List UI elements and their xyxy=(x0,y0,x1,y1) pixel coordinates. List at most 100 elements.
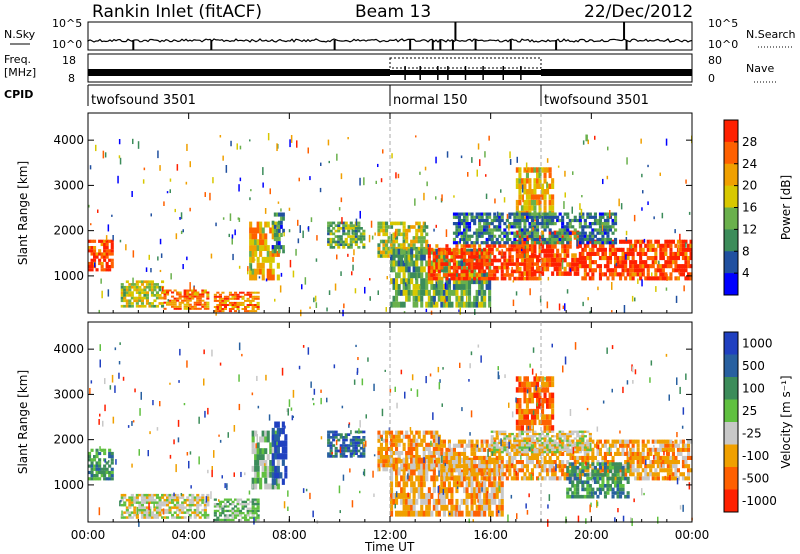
heatmap-cell xyxy=(332,246,336,249)
heatmap-cell xyxy=(417,463,421,470)
heatmap-cell xyxy=(556,234,560,238)
heatmap-cell xyxy=(171,498,175,502)
heatmap-cell xyxy=(180,212,183,220)
heatmap-cell xyxy=(427,247,431,252)
heatmap-cell xyxy=(470,481,474,488)
heatmap-cell xyxy=(518,225,522,229)
heatmap-cell xyxy=(405,504,409,511)
heatmap-cell xyxy=(478,460,482,465)
heatmap-cell xyxy=(397,457,401,464)
heatmap-cell xyxy=(460,222,464,226)
heatmap-cell xyxy=(530,468,534,473)
heatmap-cell xyxy=(275,228,279,233)
heatmap-cell xyxy=(262,167,264,176)
heatmap-cell xyxy=(424,222,426,227)
heatmap-cell xyxy=(485,258,489,263)
heatmap-cell xyxy=(397,254,401,261)
heatmap-cell xyxy=(390,248,394,255)
heatmap-cell xyxy=(430,276,434,281)
heatmap-cell xyxy=(196,291,200,294)
heatmap-cell xyxy=(619,468,623,473)
heatmap-cell xyxy=(452,460,456,465)
heatmap-cell xyxy=(415,284,419,290)
heatmap-cell xyxy=(432,487,436,494)
heatmap-cell xyxy=(329,455,333,458)
heatmap-cell xyxy=(553,451,557,456)
heatmap-cell xyxy=(608,451,612,456)
heatmap-cell xyxy=(166,301,170,304)
heatmap-cell xyxy=(478,262,482,266)
heatmap-cell xyxy=(107,224,110,232)
heatmap-cell xyxy=(505,234,509,238)
heatmap-cell xyxy=(155,513,159,517)
heatmap-cell xyxy=(276,274,280,281)
heatmap-cell xyxy=(525,253,529,258)
heatmap-cell xyxy=(452,215,456,219)
heatmap-cell xyxy=(518,248,522,254)
heatmap-cell xyxy=(551,212,555,216)
heatmap-cell xyxy=(546,225,550,229)
heatmap-cell xyxy=(181,503,185,507)
heatmap-cell xyxy=(498,510,502,517)
heatmap-cell xyxy=(588,237,592,242)
heatmap-cell xyxy=(120,296,124,300)
heatmap-cell xyxy=(508,451,512,456)
heatmap-cell xyxy=(689,264,693,269)
heatmap-cell xyxy=(140,288,144,292)
heatmap-cell xyxy=(465,455,469,460)
heatmap-cell xyxy=(249,293,253,296)
heatmap-cell xyxy=(493,457,497,464)
heatmap-cell xyxy=(158,498,162,502)
heatmap-cell xyxy=(515,435,519,438)
heatmap-cell xyxy=(445,451,449,456)
heatmap-cell xyxy=(402,266,406,273)
heatmap-cell xyxy=(498,468,502,473)
heatmap-cell xyxy=(128,304,132,308)
heatmap-cell xyxy=(128,283,132,286)
heatmap-cell xyxy=(191,307,195,310)
heatmap-cell xyxy=(538,437,542,440)
heatmap-cell xyxy=(254,477,258,484)
heatmap-cell xyxy=(222,217,225,220)
heatmap-cell xyxy=(279,427,283,435)
heatmap-cell xyxy=(563,271,567,276)
heatmap-cell xyxy=(538,276,542,281)
heatmap-cell xyxy=(402,475,406,482)
heatmap-cell xyxy=(498,228,502,232)
heatmap-cell xyxy=(133,511,137,514)
heatmap-cell xyxy=(143,285,147,289)
heatmap-cell xyxy=(105,268,109,272)
heatmap-cell xyxy=(266,471,270,478)
heatmap-cell xyxy=(598,215,602,219)
heatmap-cell xyxy=(508,464,512,469)
heatmap-cell xyxy=(625,254,627,260)
heatmap-cell xyxy=(90,458,94,462)
heatmap-cell xyxy=(251,500,255,503)
heatmap-cell xyxy=(395,442,399,447)
heatmap-cell xyxy=(573,271,577,276)
heatmap-cell xyxy=(246,509,250,513)
heatmap-cell xyxy=(125,294,129,297)
heatmap-cell xyxy=(641,268,645,273)
heatmap-cell xyxy=(329,449,333,453)
heatmap-cell xyxy=(457,273,461,277)
heatmap-cell xyxy=(385,459,389,464)
heatmap-cell xyxy=(437,289,441,296)
nsky-label: N.Sky xyxy=(4,28,36,41)
heatmap-cell xyxy=(247,266,249,272)
heatmap-cell xyxy=(377,221,381,226)
heatmap-cell xyxy=(304,277,307,285)
heatmap-cell xyxy=(573,257,577,263)
heatmap-cell xyxy=(133,513,137,517)
heatmap-cell xyxy=(347,444,351,447)
heatmap-cell xyxy=(150,493,154,497)
heatmap-cell xyxy=(377,243,381,247)
heatmap-cell xyxy=(228,297,232,300)
heatmap-cell xyxy=(478,218,482,223)
heatmap-cell xyxy=(611,247,615,252)
heatmap-cell xyxy=(430,247,434,252)
heatmap-cell xyxy=(533,189,537,195)
heatmap-cell xyxy=(352,232,356,236)
heatmap-cell xyxy=(463,451,467,456)
heatmap-cell xyxy=(329,232,333,236)
